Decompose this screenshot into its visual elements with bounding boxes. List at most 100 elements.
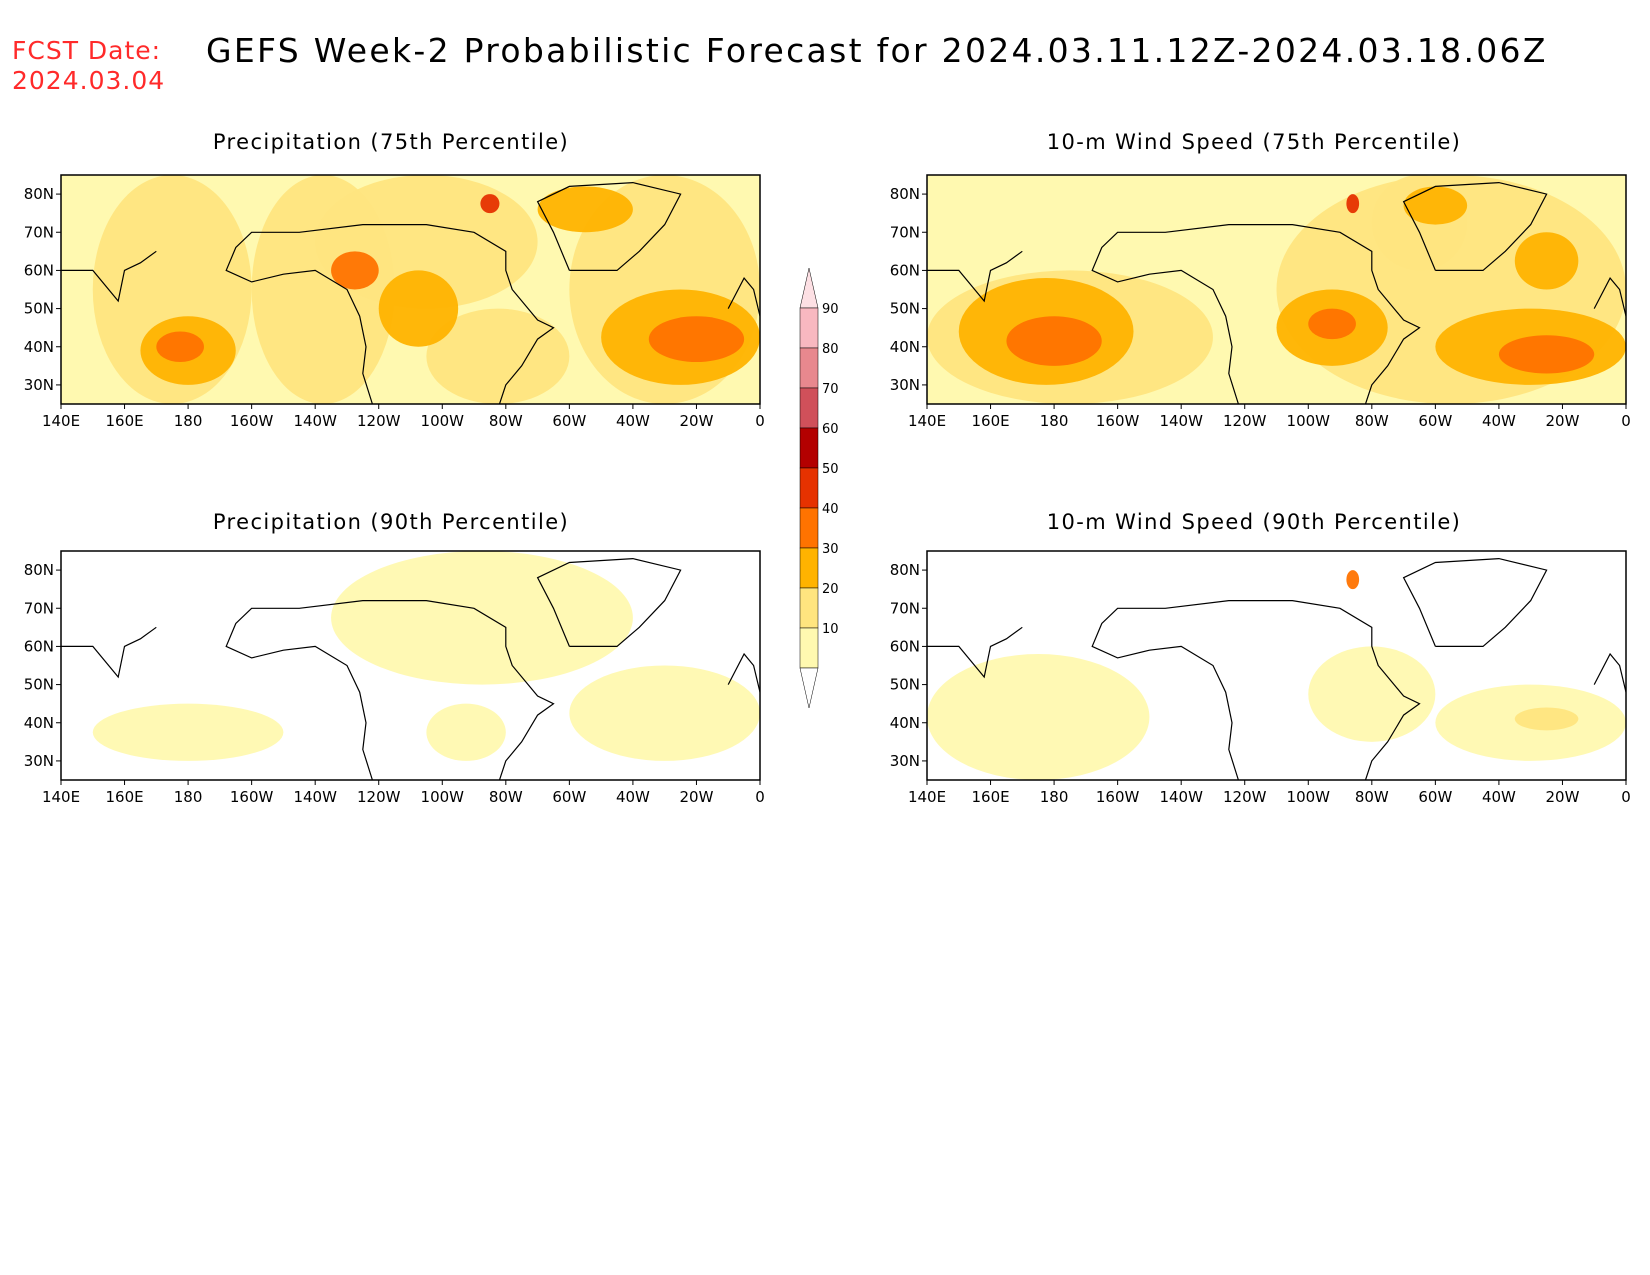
lat-tick-label: 60N [890, 637, 920, 655]
forecast-date-caption: FCST Date: [12, 36, 162, 65]
map-fill-area [61, 175, 760, 404]
probability-shading [1006, 316, 1102, 366]
coastline [61, 250, 157, 303]
lon-tick-label: 80W [1355, 788, 1389, 806]
lon-tick-label: 0 [755, 412, 765, 430]
colorbar-tick-label: 60 [822, 422, 839, 437]
map-panel-precip-90: 140E 160E 180 160W 140W 120W 100W 80W 60W 40W 20W 0… [24, 550, 765, 806]
probability-shading [331, 251, 379, 290]
panel-title-precip-75: Precipitation (75th Percentile) [212, 130, 570, 154]
lon-tick-label: 180 [1040, 788, 1069, 806]
probability-shading [378, 270, 459, 347]
lon-tick-label: 140E [42, 788, 80, 806]
probability-shading [156, 331, 204, 363]
colorbar-segment [799, 427, 819, 469]
lon-tick-label: 160E [105, 412, 143, 430]
probability-shading [927, 654, 1150, 780]
lat-tick-label: 70N [890, 223, 920, 241]
coastline [927, 250, 1023, 303]
lon-tick-label: 0 [1621, 412, 1631, 430]
map-frame [926, 550, 1627, 781]
lon-tick-label: 20W [679, 412, 713, 430]
probability-shading [426, 308, 570, 404]
colorbar-segment [799, 627, 819, 669]
probability-shading [1346, 570, 1360, 590]
map-frame [60, 174, 761, 405]
probability-shading [1346, 194, 1360, 214]
lon-tick-label: 80W [489, 788, 523, 806]
lon-tick-label: 140W [1159, 788, 1203, 806]
lon-tick-label: 100W [1287, 412, 1331, 430]
colorbar-tick-label: 40 [822, 502, 839, 517]
map-frame [926, 174, 1627, 405]
lon-tick-label: 160E [971, 412, 1009, 430]
lon-tick-label: 120W [1223, 788, 1267, 806]
coastline [61, 626, 157, 679]
panel-title-precip-90: Precipitation (90th Percentile) [212, 510, 570, 534]
lon-tick-label: 40W [616, 412, 650, 430]
color-legend: 90 80 70 60 50 40 30 20 10 [799, 267, 839, 709]
lon-tick-label: 60W [552, 788, 586, 806]
probability-shading [648, 316, 745, 363]
panel-title-wind-75: 10-m Wind Speed (75th Percentile) [1046, 130, 1462, 154]
colorbar-segment [799, 467, 819, 509]
lon-tick-label: 100W [1287, 788, 1331, 806]
lat-tick-label: 40N [890, 714, 920, 732]
lat-tick-label: 30N [24, 376, 54, 394]
lon-tick-label: 140E [42, 412, 80, 430]
lat-tick-label: 30N [24, 752, 54, 770]
coastline [1402, 557, 1548, 648]
lat-tick-label: 70N [24, 223, 54, 241]
lat-tick-label: 70N [24, 599, 54, 617]
lon-tick-label: 60W [1418, 788, 1452, 806]
probability-shading [426, 703, 506, 761]
lon-tick-label: 180 [1040, 412, 1069, 430]
lat-tick-label: 60N [890, 261, 920, 279]
lon-tick-label: 160W [230, 412, 274, 430]
colorbar-segment [799, 387, 819, 429]
probability-shading [1403, 186, 1468, 225]
forecast-date-label: FCST Date: 2024.03.04 [12, 36, 165, 96]
map-frame [60, 550, 761, 781]
colorbar-tick-label: 10 [822, 622, 839, 637]
lon-tick-label: 140W [293, 412, 337, 430]
lat-tick-label: 50N [24, 300, 54, 318]
lon-tick-label: 40W [616, 788, 650, 806]
map-fill-area [927, 551, 1626, 780]
lon-tick-label: 120W [357, 788, 401, 806]
colorbar-tick-label: 30 [822, 542, 839, 557]
lon-tick-label: 20W [1545, 412, 1579, 430]
coastline [1402, 181, 1548, 271]
lon-tick-label: 140E [908, 412, 946, 430]
colorbar-tick-label: 90 [822, 302, 839, 317]
lon-tick-label: 160W [1096, 412, 1140, 430]
coastline [727, 652, 760, 693]
colorbar-segment [799, 547, 819, 589]
lat-tick-label: 70N [890, 599, 920, 617]
coastline [225, 599, 555, 780]
colorbar-tick-label: 50 [822, 462, 839, 477]
coastline [1091, 599, 1421, 780]
lat-tick-label: 80N [890, 185, 920, 203]
coastline [1593, 277, 1626, 317]
colorbar-tick-label: 80 [822, 342, 839, 357]
map-panel-wind-90: 140E 160E 180 160W 140W 120W 100W 80W 60W 40W 20W 0… [890, 550, 1631, 806]
lon-tick-label: 20W [1545, 788, 1579, 806]
lat-tick-label: 80N [24, 185, 54, 203]
lon-tick-label: 0 [755, 788, 765, 806]
lat-tick-label: 30N [890, 376, 920, 394]
lon-tick-label: 160E [971, 788, 1009, 806]
probability-shading [1514, 707, 1579, 731]
lon-tick-label: 140W [1159, 412, 1203, 430]
lat-tick-label: 80N [890, 561, 920, 579]
lat-tick-label: 60N [24, 637, 54, 655]
colorbar-tick-label: 20 [822, 582, 839, 597]
lon-tick-label: 120W [357, 412, 401, 430]
lon-tick-label: 60W [1418, 412, 1452, 430]
lon-tick-label: 40W [1482, 412, 1516, 430]
lat-tick-label: 40N [24, 714, 54, 732]
lat-tick-label: 50N [890, 676, 920, 694]
probability-shading [1308, 646, 1436, 742]
probability-shading [1308, 308, 1356, 340]
